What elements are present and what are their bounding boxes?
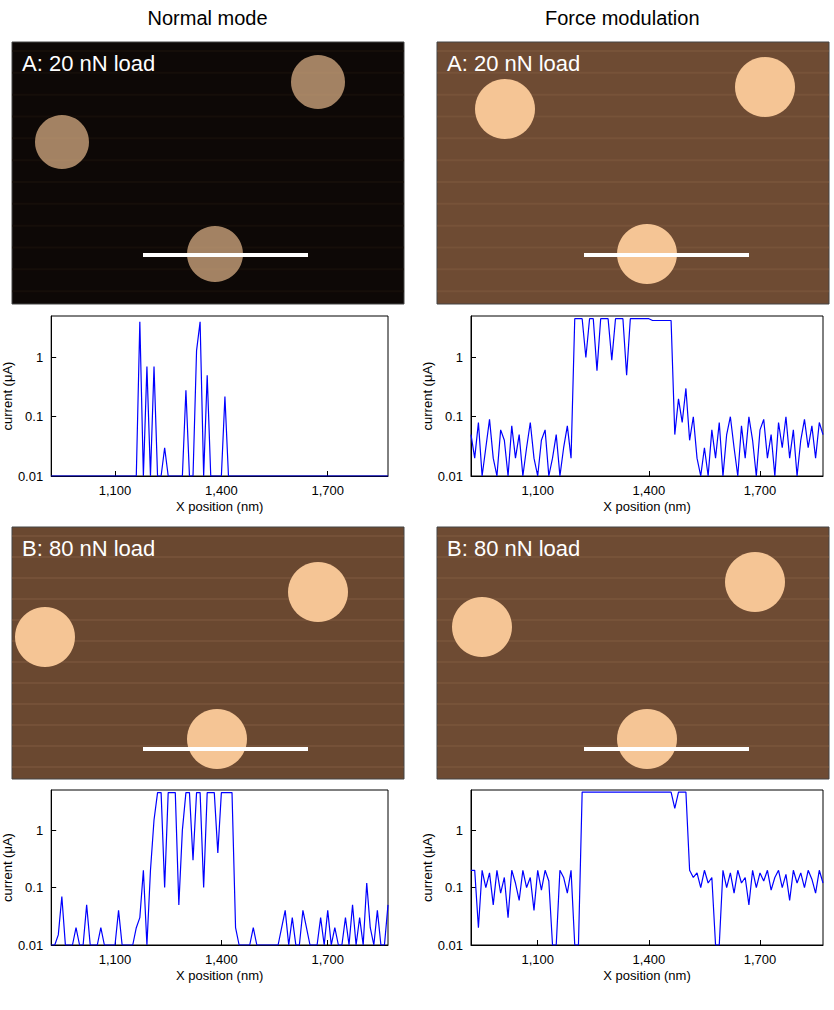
svg-text:X position (nm): X position (nm) bbox=[603, 499, 690, 514]
svg-text:1,100: 1,100 bbox=[99, 483, 132, 498]
svg-text:1: 1 bbox=[456, 823, 463, 838]
svg-text:1,100: 1,100 bbox=[521, 483, 554, 498]
svg-text:1,400: 1,400 bbox=[205, 952, 238, 967]
svg-text:current (μA): current (μA) bbox=[0, 833, 15, 902]
svg-text:0.1: 0.1 bbox=[445, 409, 463, 424]
svg-text:1: 1 bbox=[36, 350, 43, 365]
svg-text:B: 80 nN load: B: 80 nN load bbox=[447, 536, 580, 561]
svg-text:1,700: 1,700 bbox=[744, 483, 777, 498]
svg-text:current (μA): current (μA) bbox=[0, 362, 15, 431]
svg-text:B: 80 nN load: B: 80 nN load bbox=[22, 536, 155, 561]
svg-text:1,700: 1,700 bbox=[311, 952, 344, 967]
svg-text:X position (nm): X position (nm) bbox=[176, 968, 263, 983]
svg-text:1,100: 1,100 bbox=[521, 952, 554, 967]
svg-text:0.1: 0.1 bbox=[25, 409, 43, 424]
svg-text:X position (nm): X position (nm) bbox=[176, 499, 263, 514]
svg-text:0.1: 0.1 bbox=[445, 880, 463, 895]
svg-text:1,400: 1,400 bbox=[633, 952, 666, 967]
svg-text:1,400: 1,400 bbox=[205, 483, 238, 498]
svg-text:0.01: 0.01 bbox=[18, 469, 43, 484]
svg-text:1,400: 1,400 bbox=[633, 483, 666, 498]
svg-text:0.01: 0.01 bbox=[438, 938, 463, 953]
svg-text:current (μA): current (μA) bbox=[420, 362, 435, 431]
svg-text:A: 20 nN load: A: 20 nN load bbox=[22, 51, 155, 76]
svg-text:X position (nm): X position (nm) bbox=[603, 968, 690, 983]
svg-text:0.01: 0.01 bbox=[438, 469, 463, 484]
svg-text:Force modulation: Force modulation bbox=[545, 7, 700, 29]
svg-text:A: 20 nN load: A: 20 nN load bbox=[447, 51, 580, 76]
svg-text:1: 1 bbox=[456, 350, 463, 365]
svg-text:1,700: 1,700 bbox=[311, 483, 344, 498]
svg-text:0.1: 0.1 bbox=[25, 880, 43, 895]
svg-text:current (μA): current (μA) bbox=[420, 833, 435, 902]
svg-text:1: 1 bbox=[36, 823, 43, 838]
svg-text:1,100: 1,100 bbox=[99, 952, 132, 967]
svg-text:1,700: 1,700 bbox=[744, 952, 777, 967]
svg-text:Normal mode: Normal mode bbox=[148, 7, 268, 29]
svg-text:0.01: 0.01 bbox=[18, 938, 43, 953]
